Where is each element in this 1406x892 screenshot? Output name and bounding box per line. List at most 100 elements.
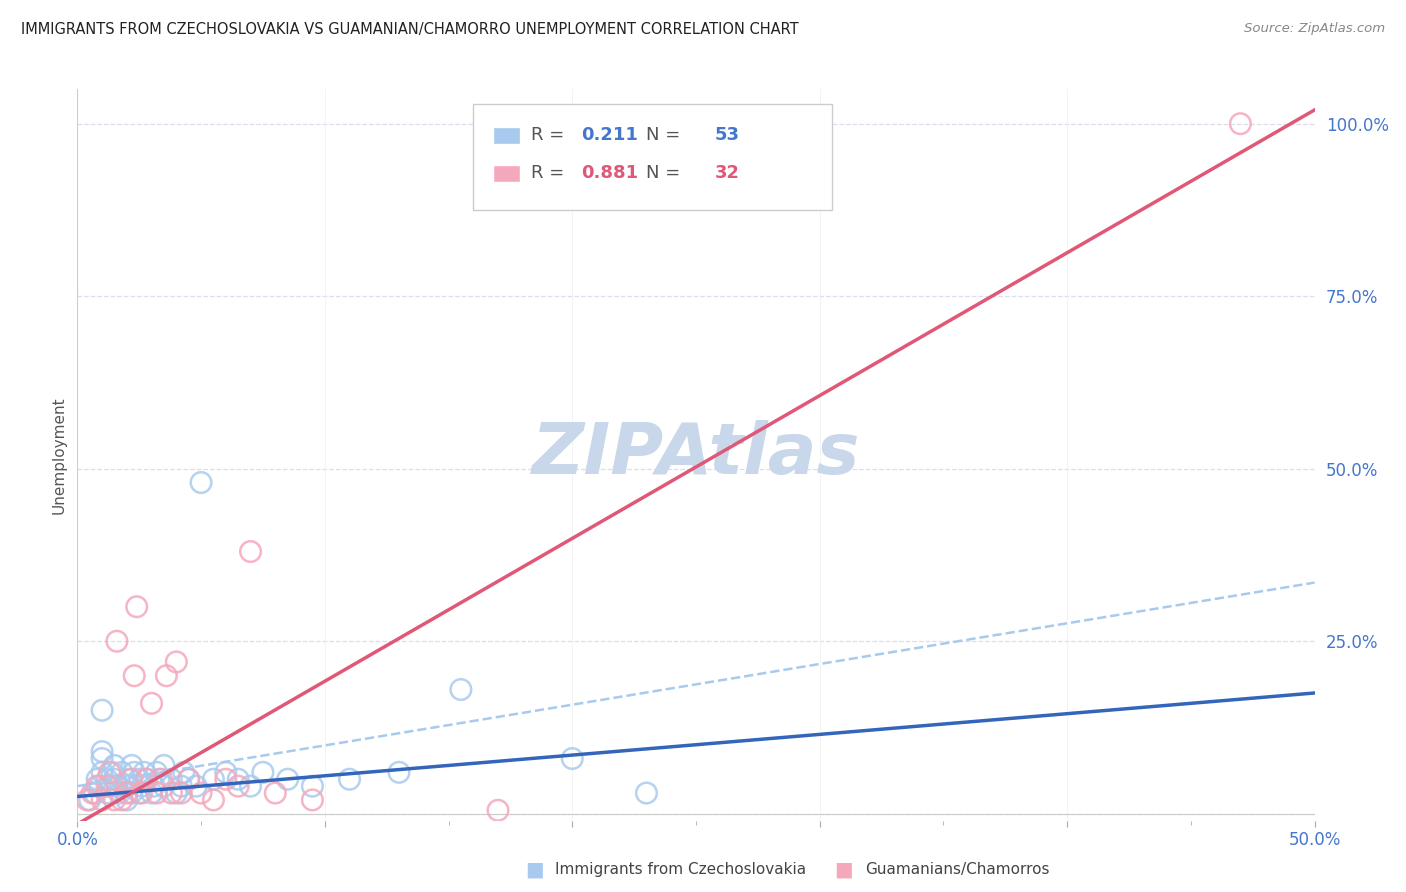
Point [135,772,157,787]
Point [170,779,193,793]
Point [103,772,125,787]
Point [105,634,128,648]
Point [215,772,238,787]
Point [121,772,143,787]
Point [388,765,411,780]
FancyBboxPatch shape [474,103,832,210]
Point [115,786,138,800]
Point [150,772,173,787]
Point [82,786,104,800]
Point [96,779,118,793]
Point [239,544,262,558]
Text: 0.881: 0.881 [581,164,638,182]
Point [101,765,124,780]
Point [118,772,141,787]
Point [111,793,134,807]
Text: ▪: ▪ [524,855,544,884]
Point [96,786,118,800]
Point [190,475,212,490]
Point [145,765,167,780]
Text: ZIPAtlas: ZIPAtlas [531,420,860,490]
Text: IMMIGRANTS FROM CZECHOSLOVAKIA VS GUAMANIAN/CHAMORRO UNEMPLOYMENT CORRELATION CH: IMMIGRANTS FROM CZECHOSLOVAKIA VS GUAMAN… [21,22,799,37]
Point [215,765,238,780]
Point [239,779,262,793]
Point [121,758,143,772]
Point [155,669,177,683]
Point [128,772,150,787]
Point [177,772,200,787]
Point [1229,117,1251,131]
Point [121,786,143,800]
Point [177,772,200,787]
Text: Immigrants from Czechoslovakia: Immigrants from Czechoslovakia [555,863,807,877]
Point [226,772,249,787]
Point [89,779,111,793]
Point [252,765,274,780]
Point [202,793,225,807]
Point [226,779,249,793]
Point [91,703,114,717]
Point [91,751,114,765]
Point [160,772,183,787]
Point [264,786,287,800]
FancyBboxPatch shape [495,128,519,143]
Point [145,786,167,800]
Point [76,793,98,807]
Point [111,765,134,780]
Text: 53: 53 [714,127,740,145]
Point [160,786,183,800]
Point [115,793,138,807]
Text: R =: R = [531,164,571,182]
Point [122,765,145,780]
Point [135,772,157,787]
FancyBboxPatch shape [495,166,519,180]
Point [636,786,658,800]
Point [134,765,156,780]
Point [486,803,509,817]
Point [143,779,166,793]
Text: R =: R = [531,127,571,145]
Point [86,779,108,793]
Text: Source: ZipAtlas.com: Source: ZipAtlas.com [1244,22,1385,36]
Point [103,758,125,772]
Point [79,793,101,807]
Point [148,772,170,787]
Point [141,696,163,710]
Point [173,765,195,780]
Text: ▪: ▪ [834,855,853,884]
Point [115,779,138,793]
Point [165,655,187,669]
Point [277,772,299,787]
Point [153,758,176,772]
Text: Guamanians/Chamorros: Guamanians/Chamorros [865,863,1049,877]
Point [131,779,153,793]
Point [202,772,225,787]
Point [105,779,128,793]
Point [108,786,131,800]
Point [125,599,148,614]
Text: 0.211: 0.211 [581,127,638,145]
Point [141,786,163,800]
Point [301,793,323,807]
Point [128,786,150,800]
Point [153,779,176,793]
Point [190,786,212,800]
Point [170,786,193,800]
Point [98,765,121,780]
Point [96,772,118,787]
Text: 32: 32 [714,164,740,182]
Point [184,779,207,793]
Point [91,745,114,759]
Y-axis label: Unemployment: Unemployment [51,396,66,514]
Point [91,765,114,780]
Point [165,786,187,800]
Point [122,669,145,683]
Point [98,779,121,793]
Point [91,793,114,807]
Point [103,793,125,807]
Point [450,682,472,697]
Point [131,786,153,800]
Point [339,772,361,787]
Point [561,751,583,765]
Text: N =: N = [647,164,686,182]
